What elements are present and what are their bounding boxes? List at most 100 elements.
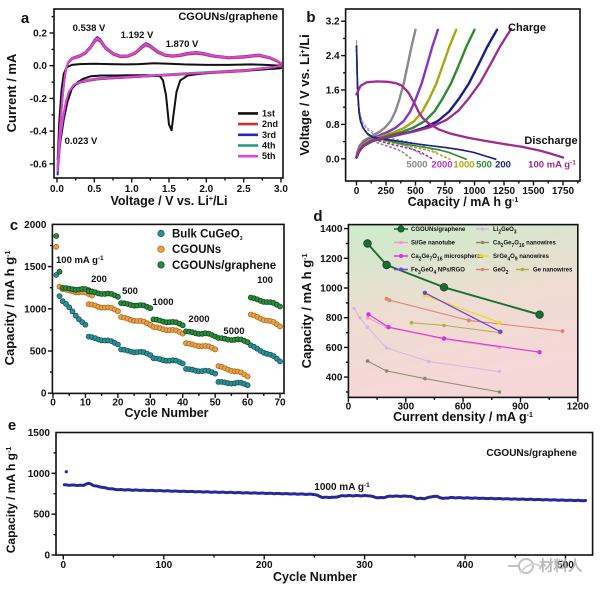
svg-text:Ca2​Ge7​O16​ microspheres: Ca2​Ge7​O16​ microspheres: [411, 254, 484, 263]
svg-text:5000: 5000: [223, 326, 244, 337]
svg-text:b: b: [306, 9, 315, 26]
svg-text:1200: 1200: [567, 401, 590, 412]
svg-text:e: e: [8, 417, 16, 434]
svg-text:CGOUNs/graphene: CGOUNs/graphene: [172, 260, 276, 272]
svg-text:1.870 V: 1.870 V: [166, 39, 199, 50]
svg-text:Capacity / mA h g-1​: Capacity / mA h g-1​: [4, 447, 18, 554]
svg-text:2000: 2000: [188, 314, 209, 325]
svg-text:200: 200: [495, 160, 511, 171]
svg-text:1.6: 1.6: [326, 86, 340, 97]
svg-text:100 mA g-1​: 100 mA g-1​: [528, 160, 576, 171]
svg-text:3rd: 3rd: [262, 130, 276, 140]
svg-text:1400: 1400: [320, 224, 343, 235]
svg-text:材料人: 材料人: [539, 557, 583, 575]
svg-text:2000: 2000: [431, 160, 452, 171]
svg-text:2000: 2000: [24, 220, 47, 231]
svg-text:0: 0: [61, 560, 67, 571]
svg-text:0: 0: [44, 551, 50, 562]
svg-text:GeO2​: GeO2​: [493, 268, 509, 277]
svg-text:Charge: Charge: [508, 22, 546, 34]
svg-text:-0.6: -0.6: [30, 159, 48, 170]
svg-text:Capacity / mA h g-1​: Capacity / mA h g-1​: [299, 253, 314, 368]
svg-text:-0.4: -0.4: [30, 127, 48, 138]
svg-text:500: 500: [122, 286, 138, 297]
svg-text:600: 600: [455, 401, 472, 412]
svg-text:50: 50: [210, 397, 222, 408]
svg-text:750: 750: [437, 186, 454, 197]
svg-text:500: 500: [476, 160, 492, 171]
svg-text:3.2: 3.2: [326, 17, 340, 28]
svg-text:1000: 1000: [320, 284, 343, 295]
svg-text:Current density / mA g-1​: Current density / mA g-1​: [393, 410, 533, 424]
svg-text:1000: 1000: [28, 469, 51, 480]
svg-text:CGOUNs/graphene: CGOUNs/graphene: [486, 448, 577, 459]
svg-text:100: 100: [257, 275, 273, 286]
svg-text:0.023 V: 0.023 V: [65, 136, 98, 147]
svg-text:0.2: 0.2: [33, 29, 47, 40]
svg-text:900: 900: [512, 401, 529, 412]
svg-text:1000 mA g-1​: 1000 mA g-1​: [314, 482, 370, 493]
svg-text:30: 30: [145, 397, 157, 408]
svg-text:CGOUNs/graphene: CGOUNs/graphene: [411, 227, 466, 233]
svg-text:70: 70: [274, 397, 286, 408]
svg-text:5000: 5000: [406, 160, 427, 171]
svg-text:-0.2: -0.2: [30, 94, 48, 105]
svg-text:0: 0: [346, 401, 352, 412]
svg-text:500: 500: [30, 347, 47, 358]
svg-text:0: 0: [354, 186, 360, 197]
svg-text:Capacity / mA h g-1​: Capacity / mA h g-1​: [2, 250, 17, 365]
svg-text:0: 0: [50, 397, 56, 408]
svg-text:40: 40: [177, 397, 189, 408]
svg-text:Li2​GeO3​: Li2​GeO3​: [493, 227, 517, 236]
svg-text:800: 800: [326, 313, 343, 324]
svg-text:0.0: 0.0: [33, 61, 47, 72]
svg-text:1750: 1750: [552, 186, 575, 197]
svg-text:0.8: 0.8: [326, 120, 340, 131]
svg-text:Cycle Number: Cycle Number: [124, 406, 208, 420]
svg-text:Bulk CuGeO3​: Bulk CuGeO3​: [172, 229, 243, 243]
svg-text:1200: 1200: [320, 254, 343, 265]
svg-text:SrGe4​O9​ nanowires: SrGe4​O9​ nanowires: [493, 254, 550, 263]
svg-text:600: 600: [326, 343, 343, 354]
svg-text:1000: 1000: [463, 186, 486, 197]
svg-text:200: 200: [256, 560, 273, 571]
svg-text:20: 20: [112, 397, 124, 408]
svg-text:2.0: 2.0: [199, 184, 213, 195]
svg-text:Capacity / mA h g-1​: Capacity / mA h g-1​: [408, 195, 519, 209]
svg-text:1500: 1500: [522, 186, 545, 197]
svg-text:200: 200: [91, 274, 107, 285]
svg-text:0.0: 0.0: [50, 184, 64, 195]
svg-text:Voltage / V vs. Li+​/Li: Voltage / V vs. Li+​/Li: [297, 34, 312, 156]
svg-text:0.538 V: 0.538 V: [73, 23, 106, 34]
svg-text:4th: 4th: [262, 141, 276, 151]
svg-text:Ca2​Ge7​O16​ nanowires: Ca2​Ge7​O16​ nanowires: [493, 241, 556, 250]
svg-text:CGOUNs/graphene: CGOUNs/graphene: [178, 11, 278, 23]
svg-text:Fe3​GeO4​ NPs/RGO: Fe3​GeO4​ NPs/RGO: [411, 268, 465, 277]
svg-text:60: 60: [242, 397, 254, 408]
svg-text:1.192 V: 1.192 V: [121, 30, 154, 41]
svg-text:d: d: [313, 208, 322, 225]
svg-text:Discharge: Discharge: [524, 135, 577, 147]
svg-text:1.5: 1.5: [162, 184, 176, 195]
svg-text:Current / mA: Current / mA: [4, 53, 19, 132]
svg-text:1st: 1st: [262, 108, 275, 118]
svg-text:1000: 1000: [24, 304, 47, 315]
svg-text:500: 500: [407, 186, 424, 197]
svg-text:500: 500: [557, 560, 574, 571]
svg-text:CGOUNs: CGOUNs: [172, 244, 221, 256]
svg-text:0.0: 0.0: [326, 154, 340, 165]
svg-text:1.0: 1.0: [125, 184, 139, 195]
svg-text:3.0: 3.0: [274, 184, 288, 195]
svg-text:300: 300: [356, 560, 373, 571]
svg-text:Ge nanowires: Ge nanowires: [533, 268, 573, 274]
svg-text:1000: 1000: [453, 160, 474, 171]
svg-text:1000: 1000: [152, 297, 173, 308]
svg-text:2.5: 2.5: [237, 184, 251, 195]
svg-text:250: 250: [378, 186, 395, 197]
svg-text:1500: 1500: [28, 428, 51, 439]
svg-text:400: 400: [326, 373, 343, 384]
svg-text:Si/Ge nanotube: Si/Ge nanotube: [411, 241, 456, 247]
svg-text:2nd: 2nd: [262, 119, 278, 129]
svg-text:1250: 1250: [493, 186, 516, 197]
svg-text:10: 10: [80, 397, 92, 408]
